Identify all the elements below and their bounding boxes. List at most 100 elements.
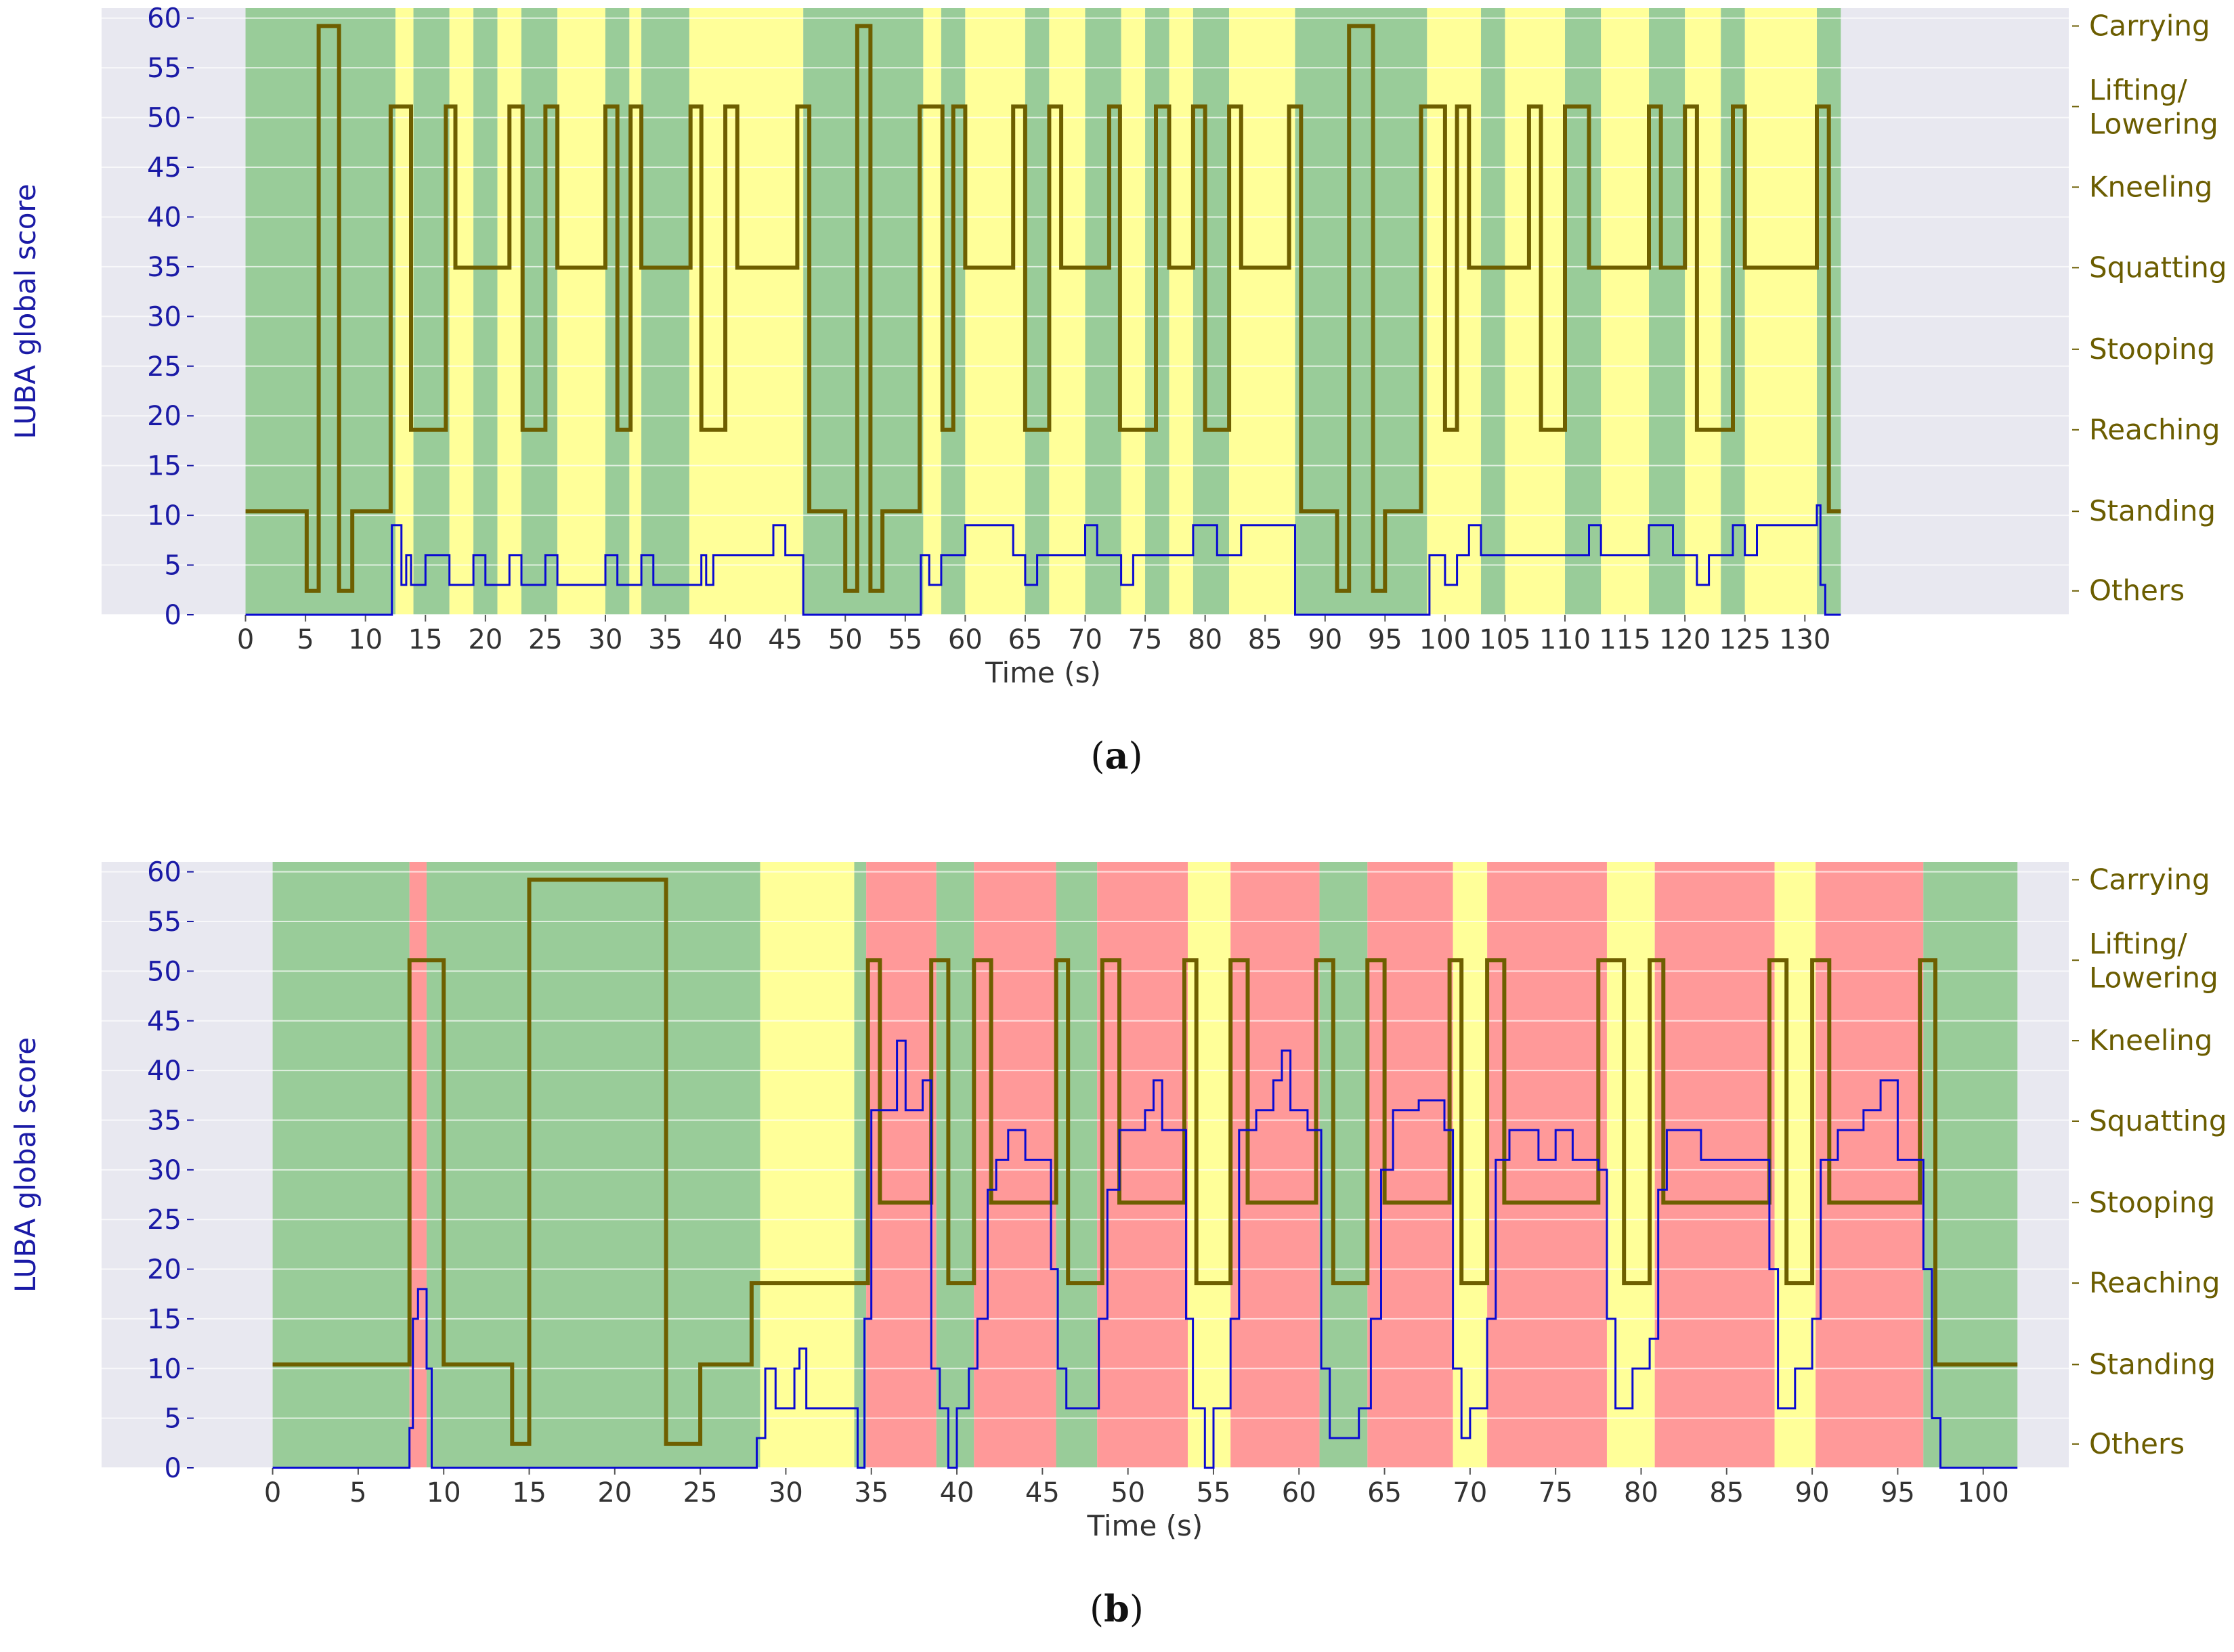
background-segment-yellow bbox=[1427, 8, 1482, 615]
y-tick-label: 55 bbox=[147, 53, 181, 84]
background-segment-green bbox=[1481, 8, 1505, 615]
background-segment-yellow bbox=[1453, 862, 1488, 1468]
x-tick-label: 90 bbox=[1795, 1477, 1830, 1508]
background-segment-green bbox=[413, 8, 450, 615]
activity-label: Reaching bbox=[2089, 413, 2220, 446]
y-tick-label: 60 bbox=[147, 3, 181, 35]
panel-caption: (a) bbox=[1090, 734, 1142, 777]
x-tick-label: 130 bbox=[1779, 624, 1830, 655]
x-tick-label: 30 bbox=[588, 624, 623, 655]
y-tick-label: 20 bbox=[147, 401, 181, 432]
background-segment-red bbox=[1487, 862, 1607, 1468]
background-segment-red bbox=[1367, 862, 1453, 1468]
x-tick-label: 65 bbox=[1367, 1477, 1402, 1508]
x-tick-label: 75 bbox=[1128, 624, 1163, 655]
y-tick-label: 25 bbox=[147, 351, 181, 383]
x-tick-label: 45 bbox=[1025, 1477, 1060, 1508]
x-tick-label: 70 bbox=[1068, 624, 1102, 655]
activity-label: Reaching bbox=[2089, 1266, 2220, 1299]
background-segment-green bbox=[1295, 8, 1427, 615]
x-tick-label: 75 bbox=[1539, 1477, 1573, 1508]
activity-label: Lifting/Lowering bbox=[2089, 927, 2218, 994]
x-tick-label: 5 bbox=[297, 624, 314, 655]
background-segment-red bbox=[1230, 862, 1320, 1468]
y-tick-label: 20 bbox=[147, 1255, 181, 1286]
x-tick-label: 35 bbox=[648, 624, 683, 655]
y-tick-label: 25 bbox=[147, 1204, 181, 1236]
y-axis-title: LUBA global score bbox=[9, 183, 42, 439]
activity-label: Lifting/Lowering bbox=[2089, 73, 2218, 140]
y-tick-label: 50 bbox=[147, 103, 181, 134]
background-segment-green bbox=[1649, 8, 1685, 615]
panel-caption: (b) bbox=[1090, 1587, 1144, 1630]
background-segment-yellow bbox=[689, 8, 804, 615]
background-segment-yellow bbox=[1188, 862, 1231, 1468]
activity-label: Others bbox=[2089, 574, 2185, 607]
background-segment-green bbox=[473, 8, 498, 615]
activity-label: Squatting bbox=[2089, 251, 2227, 284]
background-segment-green bbox=[272, 862, 410, 1468]
background-segment-yellow bbox=[1505, 8, 1566, 615]
y-tick-label: 0 bbox=[165, 600, 181, 631]
activity-label: Others bbox=[2089, 1427, 2185, 1460]
x-tick-label: 0 bbox=[237, 624, 254, 655]
x-tick-label: 25 bbox=[528, 624, 563, 655]
x-tick-label: 95 bbox=[1368, 624, 1402, 655]
background-segment-green bbox=[854, 862, 867, 1468]
x-tick-label: 5 bbox=[349, 1477, 366, 1508]
x-tick-label: 50 bbox=[1111, 1477, 1145, 1508]
background-segment-yellow bbox=[1169, 8, 1193, 615]
x-tick-label: 50 bbox=[828, 624, 863, 655]
activity-label: Squatting bbox=[2089, 1104, 2227, 1137]
x-tick-label: 60 bbox=[1282, 1477, 1316, 1508]
x-tick-label: 65 bbox=[1008, 624, 1042, 655]
background-segment-yellow bbox=[1606, 862, 1655, 1468]
x-tick-label: 90 bbox=[1308, 624, 1342, 655]
x-tick-label: 70 bbox=[1453, 1477, 1487, 1508]
x-tick-label: 60 bbox=[948, 624, 983, 655]
y-tick-label: 35 bbox=[147, 252, 181, 283]
x-tick-label: 85 bbox=[1709, 1477, 1744, 1508]
x-tick-label: 85 bbox=[1248, 624, 1283, 655]
x-tick-label: 100 bbox=[1958, 1477, 2009, 1508]
activity-series-line bbox=[272, 877, 2018, 1446]
x-tick-label: 120 bbox=[1659, 624, 1711, 655]
background-segment-yellow bbox=[965, 8, 1025, 615]
activity-label: Stooping bbox=[2089, 1186, 2215, 1219]
activity-label: Carrying bbox=[2089, 9, 2210, 42]
background-segment-yellow bbox=[449, 8, 474, 615]
x-tick-label: 95 bbox=[1881, 1477, 1915, 1508]
background-segment-red bbox=[1097, 862, 1188, 1468]
background-segment-yellow bbox=[1601, 8, 1650, 615]
x-tick-label: 15 bbox=[512, 1477, 546, 1508]
x-tick-label: 80 bbox=[1188, 624, 1222, 655]
background-segment-yellow bbox=[1685, 8, 1721, 615]
y-tick-label: 10 bbox=[147, 500, 181, 531]
x-tick-label: 115 bbox=[1599, 624, 1650, 655]
y-tick-label: 30 bbox=[147, 301, 181, 332]
background-segment-green bbox=[1923, 862, 2018, 1468]
background-segment-green bbox=[426, 862, 760, 1468]
x-axis-title: Time (s) bbox=[1087, 1509, 1203, 1542]
background-segment-yellow bbox=[497, 8, 521, 615]
activity-label: Kneeling bbox=[2089, 170, 2212, 203]
activity-label: Carrying bbox=[2089, 863, 2210, 896]
background-segment-yellow bbox=[1121, 8, 1146, 615]
y-tick-label: 45 bbox=[147, 152, 181, 183]
x-tick-label: 40 bbox=[940, 1477, 974, 1508]
background-segment-yellow bbox=[923, 8, 941, 615]
y-tick-label: 15 bbox=[147, 451, 181, 482]
x-tick-label: 55 bbox=[1197, 1477, 1231, 1508]
activity-label: Standing bbox=[2089, 1347, 2216, 1381]
activity-label: Standing bbox=[2089, 494, 2216, 527]
panel-b: 0 5 10 15 20 25 30 35 40 45 50 55 60 0 5 10 15 20 25 30 35 40… bbox=[9, 857, 2227, 1630]
panel-a: 0 5 10 15 20 25 30 35 40 45 50 55 60 0 5 10 15 20 25 30 35 40… bbox=[9, 3, 2227, 777]
x-tick-label: 20 bbox=[468, 624, 502, 655]
background-segment-green bbox=[1565, 8, 1602, 615]
x-tick-label: 125 bbox=[1719, 624, 1771, 655]
activity-label: Kneeling bbox=[2089, 1024, 2212, 1057]
luba-series-line bbox=[272, 1039, 2018, 1469]
x-axis-title: Time (s) bbox=[985, 656, 1101, 689]
background-segment-green bbox=[1056, 862, 1098, 1468]
